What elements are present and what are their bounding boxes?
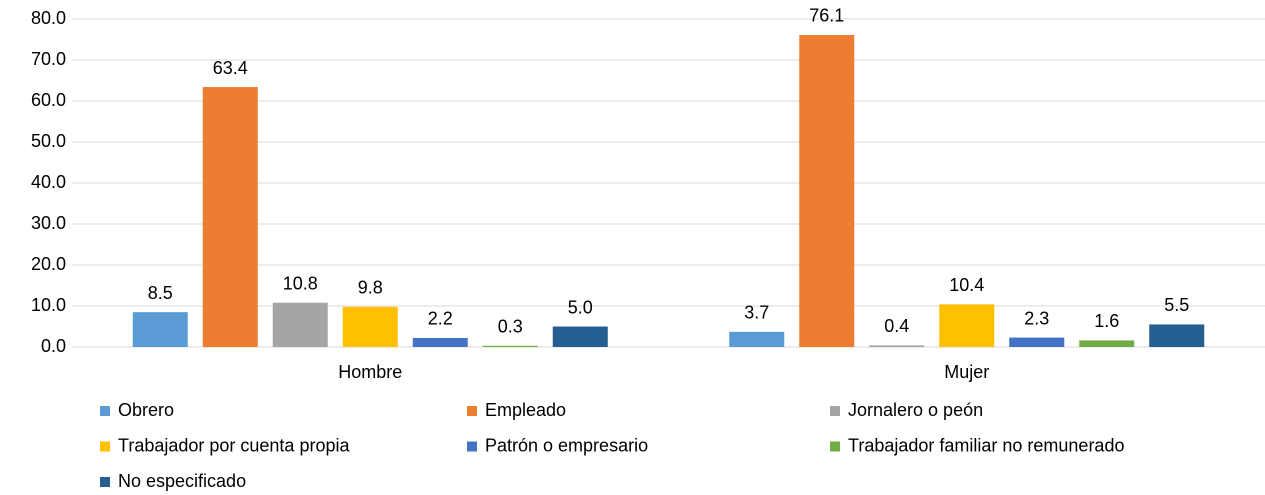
- legend-label: Jornalero o peón: [848, 400, 983, 420]
- data-label: 10.4: [949, 275, 984, 295]
- bar: [552, 326, 608, 347]
- bar: [342, 306, 398, 347]
- x-tick-label: Mujer: [944, 362, 989, 382]
- legend-label: Trabajador por cuenta propia: [118, 435, 350, 455]
- bar: [1079, 340, 1135, 347]
- data-label: 0.4: [884, 316, 909, 336]
- bar: [412, 337, 468, 347]
- legend-label: Empleado: [485, 400, 566, 420]
- y-tick-label: 50.0: [31, 131, 66, 151]
- data-label: 2.2: [428, 309, 453, 329]
- y-tick-label: 30.0: [31, 213, 66, 233]
- data-label: 5.5: [1164, 295, 1189, 315]
- bar: [1009, 337, 1065, 347]
- y-tick-label: 80.0: [31, 8, 66, 28]
- legend-swatch: [100, 477, 110, 487]
- legend-label: Obrero: [118, 400, 174, 420]
- bar: [939, 304, 995, 347]
- legend-label: Patrón o empresario: [485, 435, 648, 455]
- data-label: 9.8: [358, 278, 383, 298]
- data-label: 1.6: [1094, 311, 1119, 331]
- data-label: 8.5: [148, 283, 173, 303]
- y-tick-label: 0.0: [41, 336, 66, 356]
- legend-swatch: [467, 406, 477, 416]
- data-label: 63.4: [213, 58, 248, 78]
- data-label: 2.3: [1024, 308, 1049, 328]
- legend-label: Trabajador familiar no remunerado: [848, 435, 1124, 455]
- x-tick-label: Hombre: [338, 362, 402, 382]
- legend-swatch: [830, 441, 840, 452]
- legend-swatch: [100, 441, 110, 452]
- bar: [132, 312, 188, 347]
- y-tick-label: 70.0: [31, 49, 66, 69]
- bar: [799, 34, 855, 348]
- legend-swatch: [830, 406, 840, 416]
- legend-swatch: [100, 406, 110, 416]
- bar: [1149, 324, 1205, 347]
- y-tick-label: 20.0: [31, 254, 66, 274]
- data-label: 0.3: [498, 317, 523, 337]
- bar: [729, 331, 785, 347]
- y-tick-label: 40.0: [31, 172, 66, 192]
- bar: [202, 87, 258, 347]
- data-label: 10.8: [283, 273, 318, 293]
- legend-swatch: [467, 441, 477, 452]
- data-label: 5.0: [568, 297, 593, 317]
- y-tick-label: 60.0: [31, 90, 66, 110]
- legend-label: No especificado: [118, 471, 246, 491]
- bar: [272, 302, 328, 347]
- bar: [869, 345, 925, 347]
- y-tick-label: 10.0: [31, 295, 66, 315]
- bar: [482, 345, 538, 347]
- data-label: 76.1: [809, 6, 844, 26]
- data-label: 3.7: [744, 303, 769, 323]
